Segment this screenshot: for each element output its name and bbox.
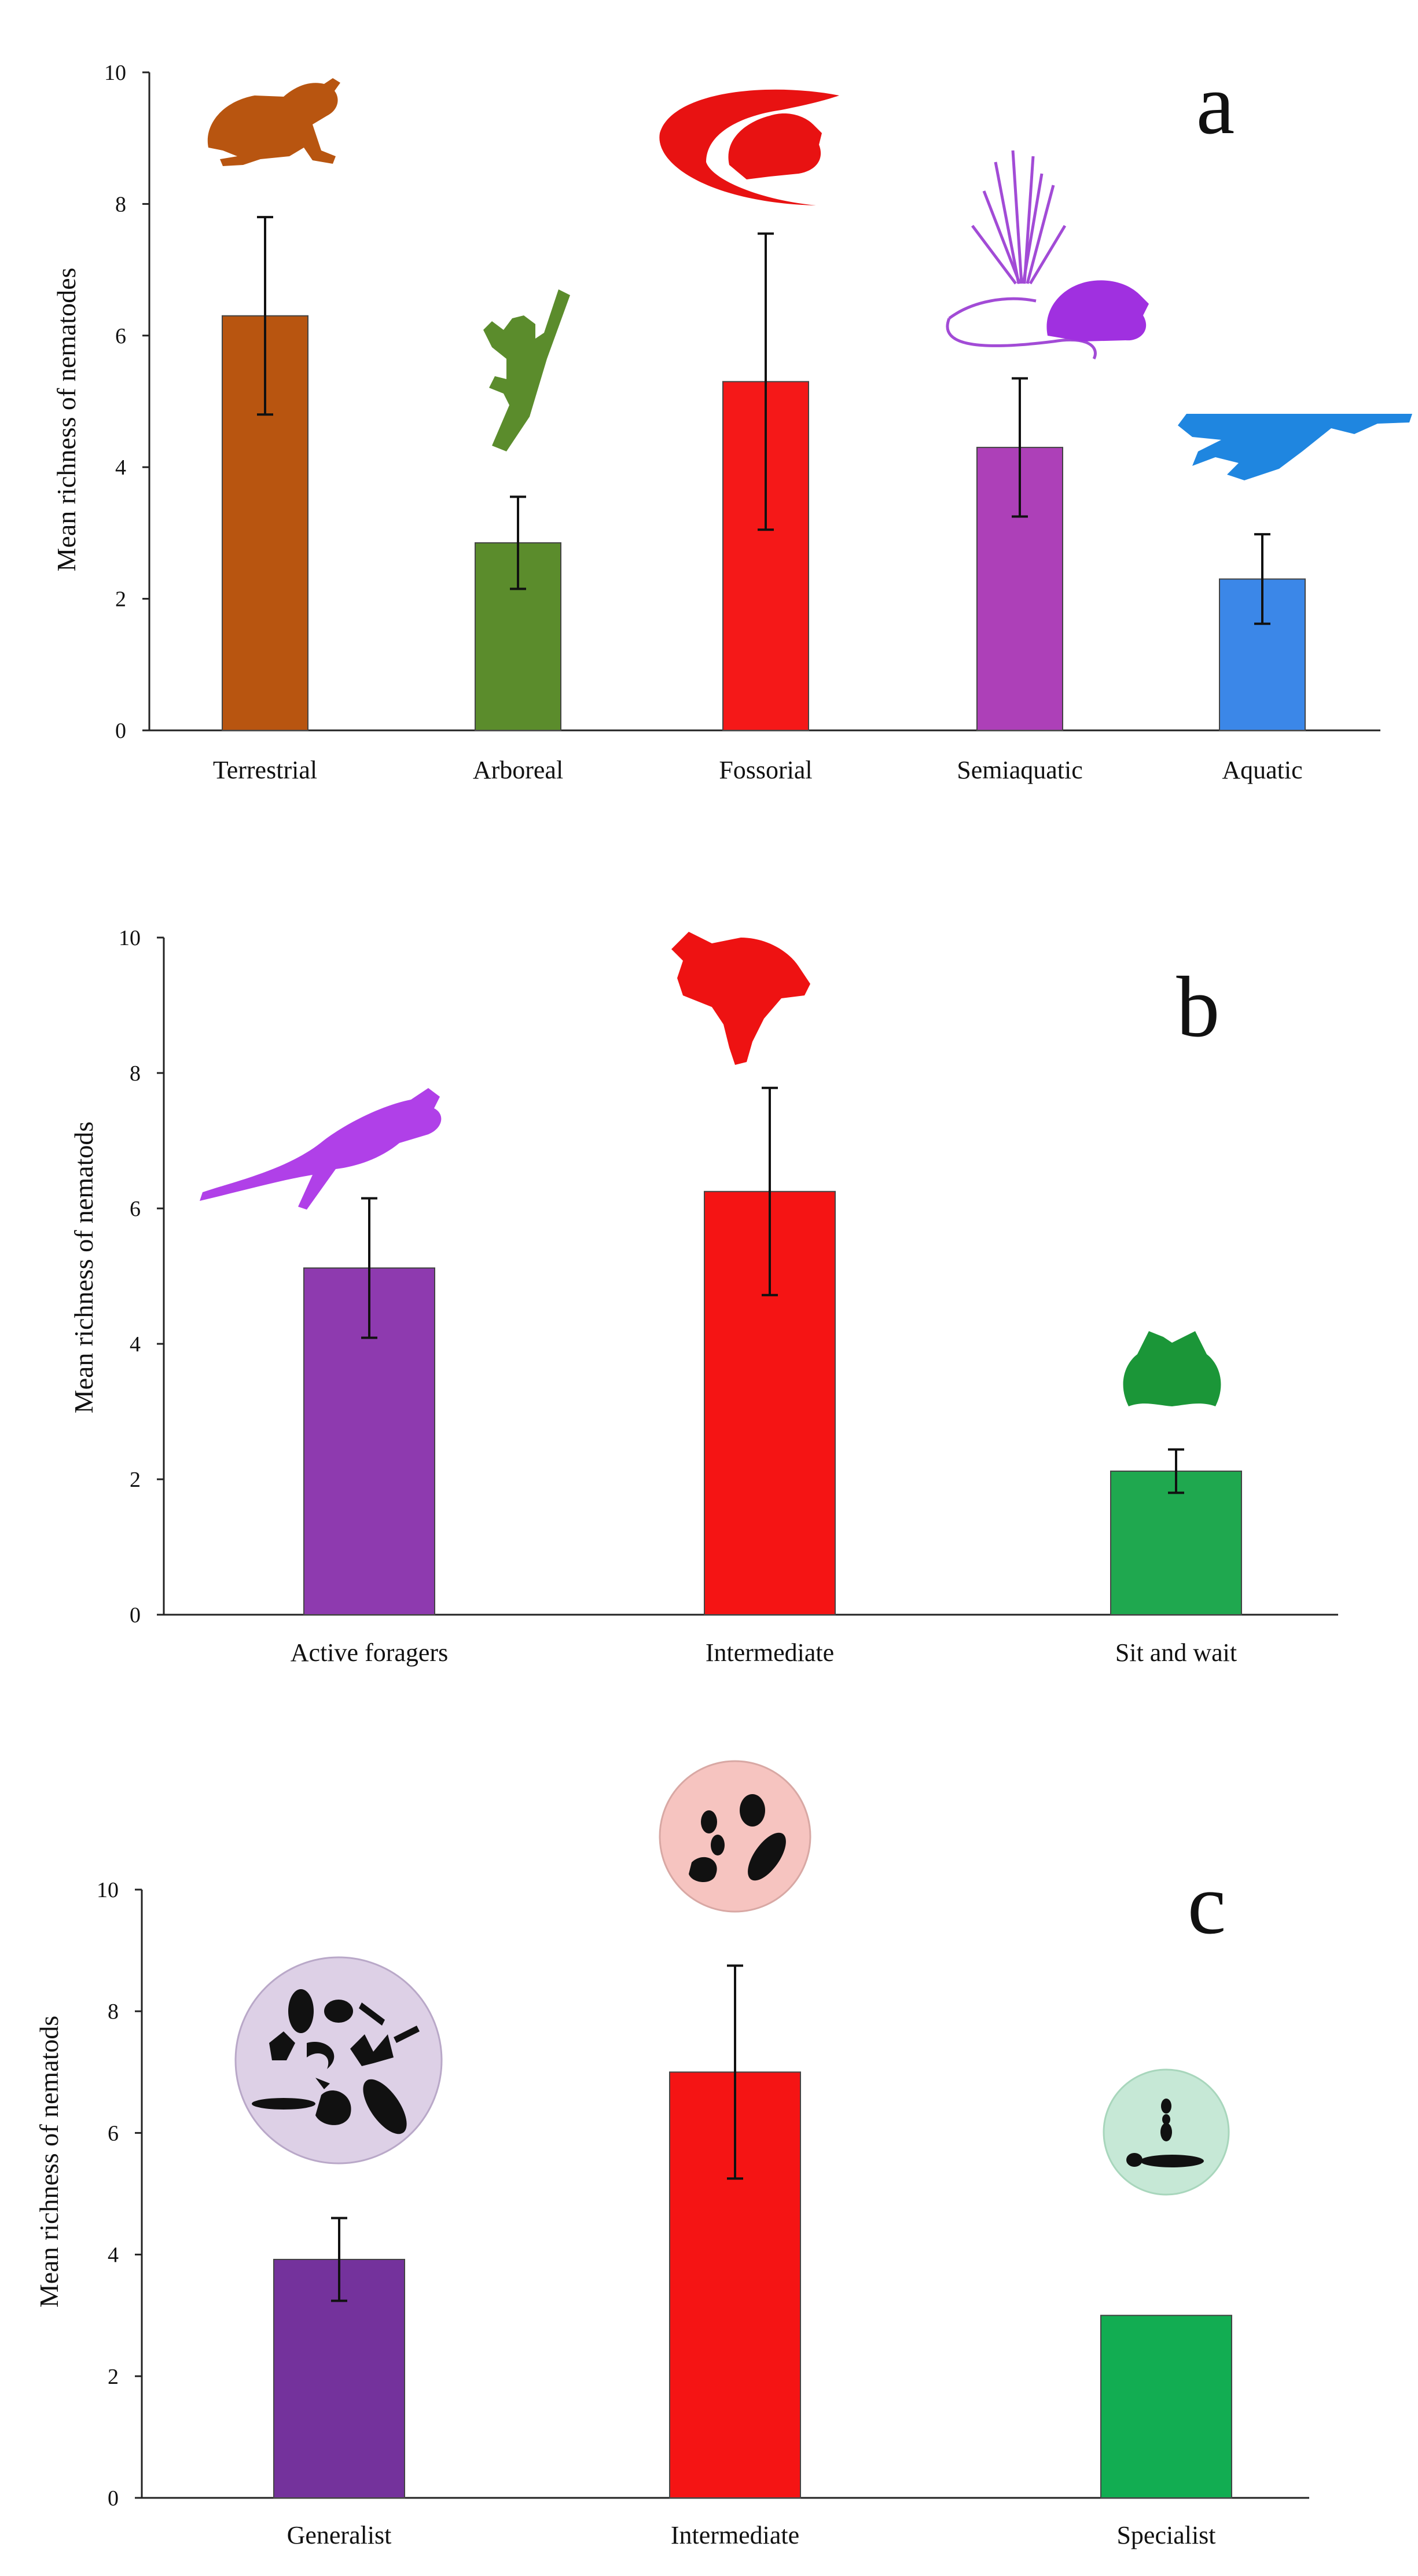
panel-a-chart: Mean richness of nematodes 0 2 4 6 8 10 Terre… <box>52 56 1412 784</box>
y-tick-label: 4 <box>115 455 126 480</box>
error-bar <box>1012 377 1028 518</box>
x-category-label: Intermediate <box>706 1638 834 1667</box>
x-category-label: Generalist <box>287 2521 392 2549</box>
y-tick-label: 8 <box>108 2000 119 2024</box>
aquatic-frog-icon <box>1178 414 1412 480</box>
leaping-frog-icon <box>200 1088 442 1210</box>
y-tick-label: 6 <box>108 2121 119 2145</box>
y-tick-label: 2 <box>108 2365 119 2389</box>
ant-prey-circle-icon <box>1103 2068 1230 2196</box>
panel-a-letter: a <box>1196 56 1235 152</box>
error-bar <box>727 1964 743 2180</box>
x-category-label: Semiaquatic <box>957 756 1083 784</box>
panel-b-y-axis-label: Mean richness of nematods <box>69 1122 98 1414</box>
y-tick-label: 2 <box>115 587 126 612</box>
y-tick-label: 8 <box>130 1061 141 1086</box>
x-category-label: Arboreal <box>473 756 563 784</box>
bar-sit-and-wait <box>1110 1470 1242 1615</box>
y-tick-label: 10 <box>119 926 141 950</box>
panel-c-letter: c <box>1188 1856 1226 1952</box>
panel-b-letter: b <box>1177 959 1220 1055</box>
y-tick-label: 4 <box>130 1332 141 1357</box>
y-tick-label: 2 <box>130 1468 141 1492</box>
frog-silhouette-icon <box>207 78 340 166</box>
x-category-label: Fossorial <box>719 756 812 784</box>
climbing-frog-icon <box>671 932 810 1065</box>
x-category-label: Specialist <box>1116 2521 1215 2549</box>
x-category-label: Sit and wait <box>1115 1638 1237 1667</box>
bar-specialist <box>1100 2314 1232 2498</box>
error-bar <box>361 1197 377 1339</box>
x-category-label: Active foragers <box>291 1638 448 1667</box>
y-tick-label: 10 <box>97 1878 119 1902</box>
panel-b-chart: Mean richness of nematods 0 2 4 6 8 10 Active… <box>69 926 1338 1667</box>
burrowing-frog-icon <box>659 89 839 205</box>
frog-with-grass-icon <box>946 150 1149 360</box>
y-tick-label: 8 <box>115 192 126 216</box>
y-tick-label: 0 <box>130 1603 141 1627</box>
error-bar <box>510 495 526 590</box>
y-tick-label: 0 <box>115 719 126 743</box>
error-bar <box>1168 1448 1184 1494</box>
bar-semiaquatic <box>976 447 1063 732</box>
insect-prey-circle-icon <box>659 1760 811 1913</box>
error-bar <box>762 1086 778 1296</box>
y-tick-label: 4 <box>108 2243 119 2268</box>
x-category-label: Intermediate <box>671 2521 799 2549</box>
y-tick-label: 0 <box>108 2486 119 2511</box>
sitting-frog-icon <box>1123 1331 1221 1406</box>
y-tick-label: 10 <box>104 61 126 85</box>
y-tick-label: 6 <box>115 324 126 348</box>
error-bar <box>1254 533 1270 625</box>
panel-a-y-axis-label: Mean richness of nematodes <box>52 267 81 571</box>
x-category-label: Terrestrial <box>213 756 317 784</box>
error-bar <box>331 2217 347 2302</box>
panel-c-chart: Mean richness of nematods 0 2 4 6 8 10 Genera… <box>34 1760 1309 2549</box>
error-bar <box>257 216 273 416</box>
mixed-prey-circle-icon <box>234 1956 443 2165</box>
y-tick-label: 6 <box>130 1197 141 1221</box>
error-bar <box>758 232 774 531</box>
tree-frog-on-branch-icon <box>483 289 570 451</box>
panel-c-y-axis-label: Mean richness of nematods <box>34 2016 64 2308</box>
x-category-label: Aquatic <box>1222 756 1302 784</box>
